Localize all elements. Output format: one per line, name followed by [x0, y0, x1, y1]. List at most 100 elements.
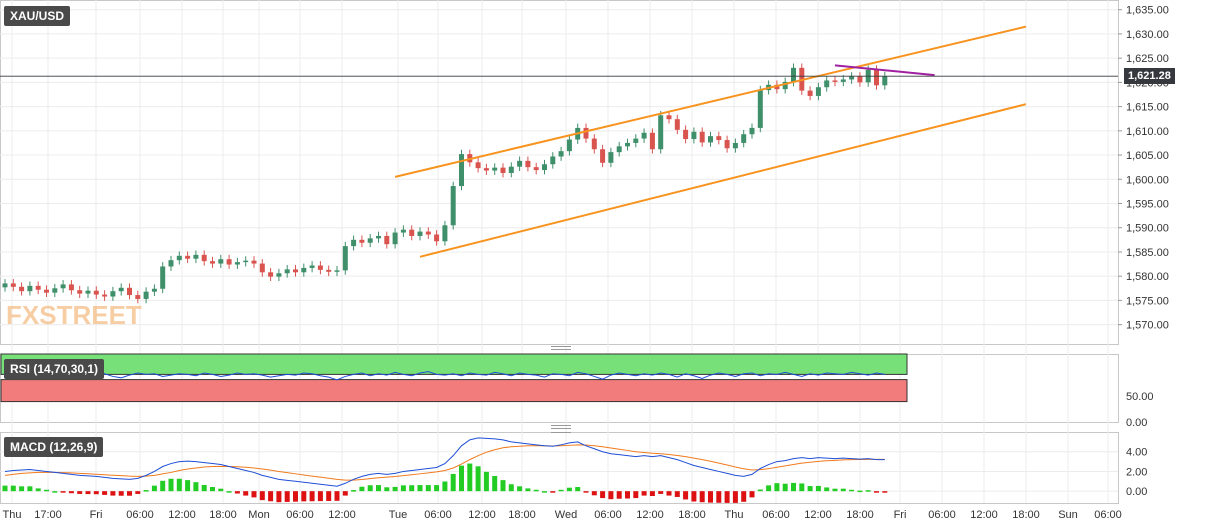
candle-body [591, 138, 597, 150]
macd-histogram-bar [882, 491, 888, 493]
y-tick-label: 1,635.00 [1126, 5, 1169, 17]
resistance-line [834, 64, 935, 77]
candle-body [85, 290, 91, 294]
macd [2, 437, 888, 503]
candle-body [226, 259, 232, 265]
candle-body [882, 76, 888, 86]
channel-lower-line [419, 103, 1027, 258]
candle-body [35, 285, 41, 290]
macd-histogram-bar [467, 463, 473, 492]
macd-histogram-bar [268, 491, 274, 502]
macd-signal-line [4, 444, 885, 481]
candle-body [749, 127, 755, 135]
macd-histogram-bar [799, 483, 805, 492]
macd-histogram-bar [591, 491, 597, 496]
macd-histogram-bar [334, 491, 340, 501]
macd-histogram-bar [691, 491, 697, 502]
y-tick-label: 1,630.00 [1126, 29, 1169, 41]
candle-body [500, 167, 506, 173]
macd-histogram-bar [608, 491, 614, 500]
candle-body [19, 286, 25, 292]
candle-body [874, 69, 879, 86]
candle-body [791, 67, 796, 82]
candle-body [284, 269, 290, 274]
pane-frame [0, 432, 1119, 504]
macd-histogram-bar [118, 491, 124, 496]
candle-body [807, 90, 813, 96]
x-tick-label: 12:00 [168, 509, 196, 521]
candle-body [127, 287, 132, 296]
x-tick-label: 17:00 [34, 509, 62, 521]
pane-resize-handle[interactable] [551, 425, 571, 433]
candle-body [699, 131, 705, 143]
candle-body [160, 266, 166, 289]
x-tick-label: Wed [555, 509, 577, 521]
x-tick-label: Thu [725, 509, 744, 521]
candle-body [683, 129, 689, 140]
macd-histogram-bar [442, 481, 448, 492]
macd-histogram-bar [2, 485, 8, 492]
macd-histogram-bar [160, 480, 166, 492]
macd-histogram-bar [525, 488, 531, 492]
y-tick-label: 1,590.00 [1126, 223, 1169, 235]
candle-body [857, 76, 863, 83]
x-tick-label: Tue [389, 509, 408, 521]
pane-resize-handle[interactable] [551, 346, 571, 354]
candle-body [708, 136, 713, 143]
y-tick-label: 1,595.00 [1126, 198, 1169, 210]
x-tick-label: 06:00 [126, 509, 154, 521]
macd-histogram-bar [533, 489, 539, 492]
macd-histogram-bar [459, 465, 464, 492]
macd-histogram-bar [127, 491, 132, 496]
macd-histogram-bar [550, 491, 556, 493]
macd-histogram-bar [284, 491, 290, 502]
macd-histogram-bar [658, 491, 664, 494]
macd-histogram-bar [384, 487, 390, 492]
candle-body [600, 149, 606, 163]
macd-histogram-bar [732, 491, 738, 503]
candle-body [317, 265, 323, 270]
rsi-series-line [4, 371, 885, 381]
candle-body [483, 168, 489, 171]
macd-histogram-bar [60, 491, 66, 493]
macd-histogram-bar [625, 491, 630, 499]
macd-histogram-bar [143, 490, 149, 492]
macd-histogram-bar [600, 491, 606, 499]
x-tick-label: 12:00 [636, 509, 664, 521]
y-tick-label: 1,615.00 [1126, 102, 1169, 114]
x-tick-label: 06:00 [762, 509, 790, 521]
candle-body [110, 291, 116, 297]
candle-body [326, 269, 332, 272]
rsi-y-tick-label: 50.00 [1126, 391, 1154, 403]
macd-histogram-bar [93, 491, 99, 495]
candle-body [641, 132, 647, 139]
candle-body [359, 239, 365, 243]
macd-histogram-bar [766, 485, 772, 492]
macd-histogram-bar [782, 483, 788, 492]
candle-body [384, 235, 390, 245]
macd-histogram-bar [176, 478, 182, 492]
macd-histogram-bar [542, 491, 547, 493]
macd-histogram-bar [749, 491, 755, 498]
macd-histogram-bar [151, 485, 157, 492]
macd-histogram-bar [508, 484, 514, 492]
x-tick-label: 18:00 [209, 509, 237, 521]
macd-histogram-bar [583, 491, 589, 493]
macd-histogram-bar [68, 491, 74, 494]
candle-body [168, 260, 174, 267]
macd-histogram-bar [874, 491, 879, 493]
y-tick-label: 1,605.00 [1126, 150, 1169, 162]
candle-body [301, 267, 307, 273]
candle-body [10, 283, 16, 287]
candle-body [243, 260, 249, 263]
candle-body [52, 288, 58, 293]
macd-histogram-bar [517, 486, 523, 492]
candle-body [400, 229, 406, 233]
candle-body [417, 231, 423, 236]
macd-histogram-bar [616, 491, 622, 499]
x-tick-label: 12:00 [970, 509, 998, 521]
macd-histogram-bar [791, 482, 796, 492]
candle-body [716, 136, 722, 141]
macd-histogram-bar [409, 485, 415, 492]
